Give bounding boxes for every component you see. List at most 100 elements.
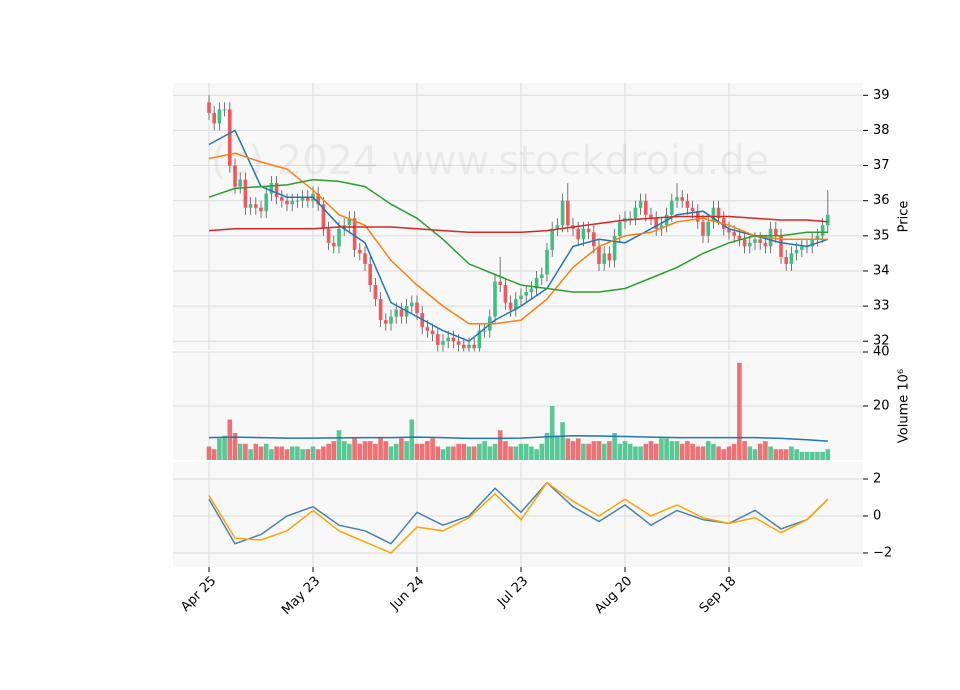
candle-body [701,221,705,236]
volume-bar [529,446,534,460]
volume-bar [279,446,285,460]
candle-body [451,337,456,342]
y-tick-label: 20 [873,399,890,414]
volume-bar [752,449,758,460]
candle-body [659,225,664,229]
candle-body [222,109,227,111]
volume-bar [211,449,217,460]
volume-bar [544,433,550,460]
volume-bar [315,449,321,460]
volume-bar [534,449,539,460]
volume-bar [321,446,326,460]
volume-bar [763,441,768,460]
volume-bar [695,446,701,460]
y-tick-label: 32 [873,334,890,349]
volume-bar [404,441,409,460]
candle-body [753,239,757,243]
candle-body [732,232,736,236]
volume-bar [721,449,727,460]
volume-bar [482,441,487,460]
volume-bar [742,441,747,460]
volume-bar [596,441,602,460]
candle-body [347,218,352,226]
candle-body [295,200,300,202]
volume-bar [461,443,467,460]
volume-bar [206,446,212,460]
candle-body [514,299,518,310]
volume-bar [820,451,825,460]
volume-bar [269,449,274,460]
candle-body [685,200,690,208]
volume-bar [679,443,685,460]
volume-bar [622,441,628,460]
volume-bar [471,446,477,460]
candle-body [716,207,721,219]
volume-bar [451,446,456,460]
volume-bar [336,430,342,460]
candle-body [794,249,799,254]
candle-body [441,341,445,345]
candle-body [576,228,580,240]
volume-bar [378,438,383,460]
candle-body [316,193,320,205]
volume-bar [419,443,425,460]
volume-bar [388,446,394,460]
y-tick-label: 33 [873,299,890,314]
candle-body [581,228,586,240]
volume-bar [617,443,623,460]
candle-body [436,334,440,345]
volume-bar [674,441,680,460]
y-tick-label: 2 [873,472,881,487]
volume-bar [263,443,269,460]
candle-body [649,214,653,219]
candle-body [628,218,632,220]
y-tick-label: 37 [873,158,890,173]
volume-bar [773,449,779,460]
panel-background [173,83,863,350]
candle-body [706,221,710,236]
candle-body [633,207,638,219]
volume-bar [575,438,581,460]
volume-bar [768,446,773,460]
y-tick-label: 0 [873,508,881,523]
candle-body [243,179,248,208]
volume-bar [487,446,493,460]
candle-body [472,344,476,349]
volume-bar [253,443,259,460]
candle-body [326,228,331,243]
candle-body [602,253,606,264]
volume-bar [783,449,789,460]
candle-body [274,183,279,198]
candle-body [618,221,622,236]
volume-bar [217,438,222,460]
volume-bar [425,441,430,460]
y-axis-label: Price [897,201,912,233]
candle-body [233,165,237,187]
volume-bar [440,449,446,460]
candle-body [519,295,523,300]
line [208,129,829,343]
volume-bar [445,446,451,460]
candle-body [815,235,820,240]
volume-bar [607,441,612,460]
volume-bar [726,446,732,460]
line [208,215,828,234]
volume-bar [300,449,305,460]
candle-body [493,281,497,317]
volume-bar [518,443,524,460]
line [208,152,828,325]
candle-body [524,292,528,296]
volume-bar [523,443,529,460]
volume-bar [627,443,633,460]
volume-bar [373,443,378,460]
line [208,178,828,293]
candle-body [467,344,471,349]
y-tick-label: 36 [873,193,890,208]
line [208,434,828,442]
y-tick-label: 34 [873,263,890,278]
candle-body [550,228,554,250]
candle-body [399,309,404,317]
volume-bar [357,443,363,460]
candle-body [477,330,482,349]
